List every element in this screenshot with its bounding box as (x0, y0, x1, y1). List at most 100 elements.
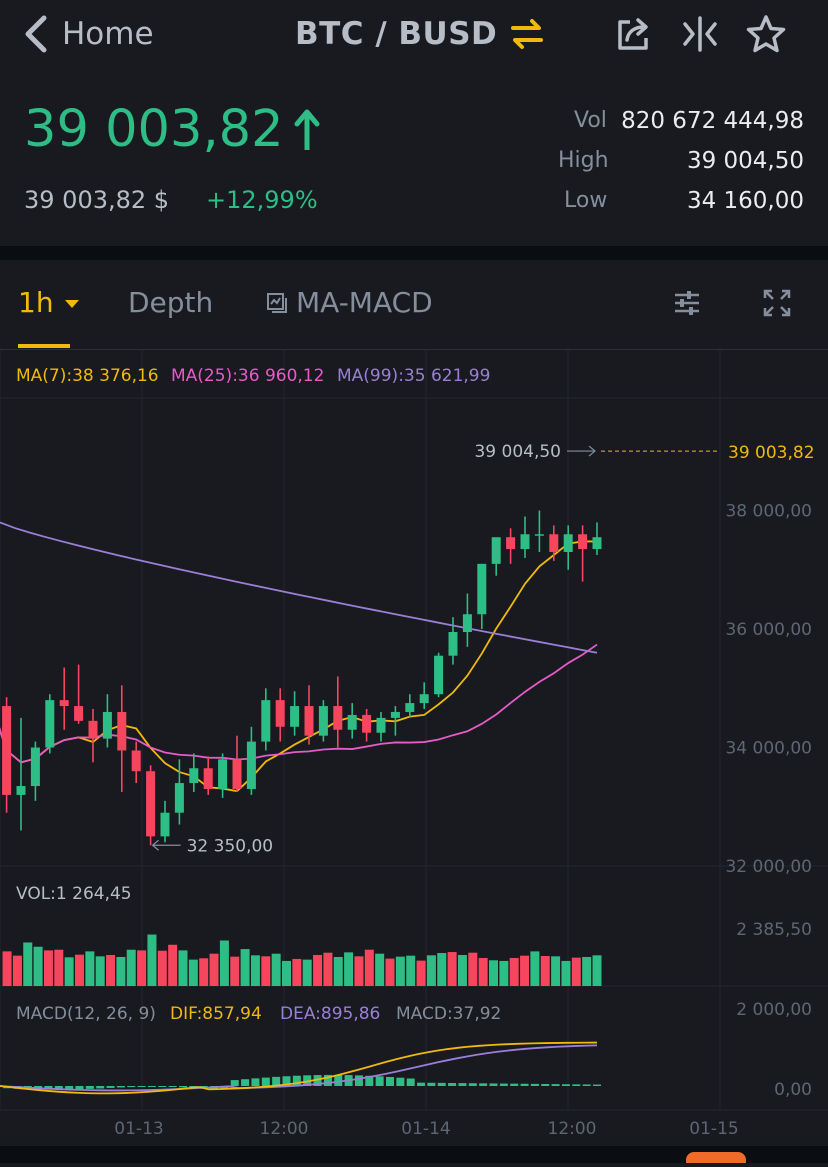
tab-indicator[interactable]: MA-MACD (266, 286, 433, 319)
share-icon[interactable] (614, 14, 654, 54)
compare-icon[interactable] (680, 14, 720, 54)
macd-histogram-bar (272, 1076, 281, 1086)
volume-bar (395, 956, 405, 986)
candle-body (376, 717, 386, 733)
candle-body (491, 537, 501, 564)
volume-bar (199, 958, 209, 986)
volume-bar (426, 955, 436, 986)
candle-body (506, 537, 516, 550)
macd-histogram-bar (520, 1083, 529, 1086)
volume-bar (282, 960, 291, 986)
candle-body (2, 706, 12, 795)
volume-axis-label: 2 385,50 (736, 920, 812, 940)
floating-handle[interactable] (686, 1152, 746, 1163)
macd-histogram-bar (354, 1075, 363, 1086)
chart-canvas[interactable]: 39 003,82 39 004,50 32 350,00 38 000,00 36 0… (0, 350, 828, 1163)
stat-label-low: Low (564, 188, 608, 213)
volume-bar (116, 956, 126, 986)
macd-histogram-bar (417, 1082, 426, 1086)
candle-body (419, 694, 429, 704)
volume-bar (230, 956, 240, 986)
macd-histogram-bar (282, 1076, 291, 1086)
macd-histogram-bar (458, 1083, 467, 1086)
volume-bar (209, 953, 219, 986)
candle-body (261, 700, 271, 742)
dif-line (0, 1041, 598, 1095)
swap-icon (511, 19, 544, 49)
macd-histogram-bar (147, 1086, 156, 1087)
macd-histogram-bar (427, 1082, 436, 1086)
candle-body (59, 700, 69, 707)
fullscreen-icon[interactable] (762, 288, 792, 318)
macd-histogram-bar (261, 1077, 270, 1086)
ma-legend-0: MA(7):38 376,16 (16, 366, 159, 386)
candle-body (520, 534, 530, 550)
time-axis-label: 01-13 (114, 1119, 163, 1139)
chart-labels: 39 003,82 39 004,50 32 350,00 38 000,00 36 0… (16, 366, 815, 1139)
macd-histogram-bar (530, 1083, 539, 1086)
candles (2, 510, 602, 846)
caret-down-icon (65, 300, 80, 308)
candle-body (160, 812, 170, 837)
macd-histogram-bar (437, 1082, 446, 1086)
candle-body (30, 747, 40, 787)
candle-body (203, 768, 213, 789)
fiat-price: 39 003,82 $ (24, 186, 170, 214)
volume-bar (219, 940, 229, 986)
candle-body (88, 720, 98, 739)
macd-axis-label: 0,00 (774, 1080, 812, 1100)
tab-interval[interactable]: 1h (18, 286, 80, 319)
macd-legend-0: MACD(12, 26, 9) (16, 1004, 156, 1024)
macd-histogram-bar (541, 1084, 550, 1086)
macd-histogram-bar (396, 1077, 405, 1086)
volume-bar (540, 955, 550, 986)
macd-histogram-bar (54, 1086, 63, 1090)
volume-bar (168, 944, 178, 986)
volume-bar (499, 960, 509, 986)
macd-histogram-bar (448, 1083, 457, 1086)
candle-body (246, 741, 256, 789)
volume-bars (2, 934, 602, 986)
candle-body (563, 534, 573, 553)
volume-bar (582, 956, 592, 986)
tab-depth[interactable]: Depth (128, 286, 214, 319)
macd-histogram-bar (251, 1078, 260, 1086)
candle-body (189, 768, 199, 784)
indicator-icon (267, 292, 287, 313)
volume-bar (478, 957, 488, 986)
volume-bar (323, 952, 333, 986)
volume-bar (344, 952, 354, 986)
candle-body (74, 706, 84, 721)
change-percent: +12,99% (206, 186, 318, 214)
bottom-bar (0, 1146, 828, 1163)
macd-histogram-bar (96, 1086, 105, 1089)
volume-bar (457, 955, 467, 986)
macd-histogram-bar (106, 1086, 115, 1088)
candle-body (347, 714, 357, 730)
volume-bar (406, 955, 416, 986)
settings-sliders-icon[interactable] (672, 288, 702, 318)
volume-bar (178, 950, 188, 986)
current-price-label: 39 003,82 (728, 443, 815, 463)
volume-bar (43, 950, 53, 986)
back-button[interactable]: Home (20, 14, 154, 54)
pair-selector[interactable]: BTC / BUSD (295, 12, 545, 56)
volume-bar (64, 957, 74, 986)
star-icon[interactable] (746, 14, 786, 54)
dea-line (0, 1044, 598, 1092)
candlestick-chart[interactable]: 39 003,82 39 004,50 32 350,00 38 000,00 36 0… (0, 350, 828, 1163)
active-tab-indicator (18, 344, 70, 348)
macd-axis-label: 2 000,00 (736, 1000, 812, 1020)
volume-bar (126, 949, 136, 986)
volume-bar (313, 955, 323, 986)
stat-label-vol: Vol (574, 108, 607, 133)
volume-bar (271, 953, 281, 986)
ticker-summary (0, 76, 828, 246)
macd-panel (0, 1041, 601, 1095)
volume-bar (561, 960, 571, 986)
ma7-line (0, 540, 597, 793)
price-axis-label: 36 000,00 (725, 620, 812, 640)
macd-legend-3: MACD:37,92 (396, 1004, 501, 1024)
chevron-left-icon (25, 15, 47, 53)
macd-histogram-bar (489, 1083, 498, 1086)
